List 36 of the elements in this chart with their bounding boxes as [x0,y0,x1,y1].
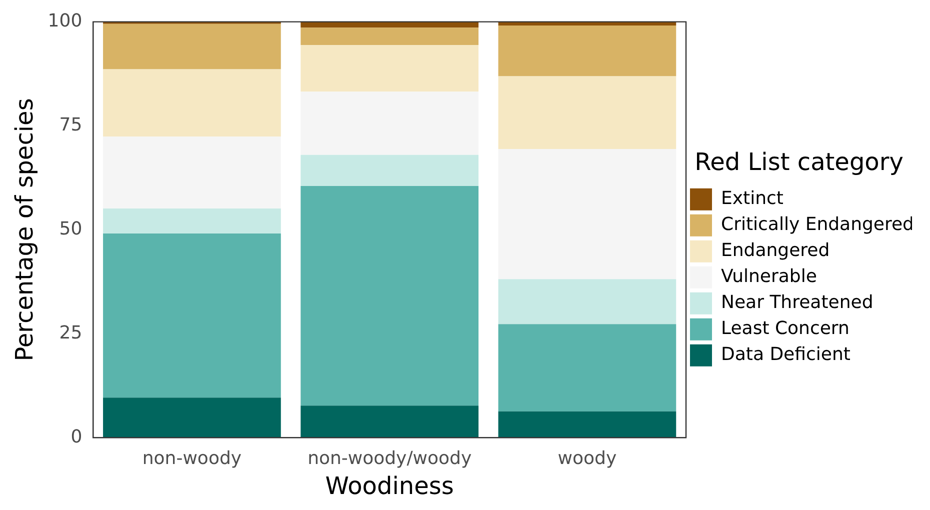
legend-label: Extinct [721,188,784,210]
bar [103,233,281,398]
bar [498,324,676,412]
legend-label: Vulnerable [721,266,817,288]
legend-label: Least Concern [721,318,850,340]
bar [498,26,676,76]
bar [103,208,281,234]
legend-label: Critically Endangered [721,214,914,236]
bar [300,186,479,406]
y-tick-label: 25 [59,322,82,344]
bar [498,149,676,280]
x-tick-label: non-woody [142,448,242,470]
x-tick-label: woody [558,448,617,470]
x-axis-title: Woodiness [325,472,454,500]
legend-label: Near Threatened [721,292,874,314]
bar [300,92,479,155]
bar [300,45,479,92]
legend-label: Endangered [721,240,830,262]
bar [300,28,479,46]
y-axis-title: Percentage of species [10,98,39,362]
bar [103,69,281,137]
bar [300,406,479,438]
legend-title: Red List category [694,148,904,176]
bar [103,136,281,208]
bar [498,279,676,324]
y-tick-label: 100 [48,10,82,32]
legend-label: Data Deficient [721,344,850,366]
y-tick-label: 75 [59,114,82,136]
bar [498,76,676,150]
bar [498,411,676,438]
bar [103,398,281,438]
bar [300,154,479,186]
y-tick-label: 0 [70,426,82,448]
x-tick-label: non-woody/woody [308,448,472,470]
bar [103,24,281,70]
y-tick-label: 50 [59,218,82,240]
